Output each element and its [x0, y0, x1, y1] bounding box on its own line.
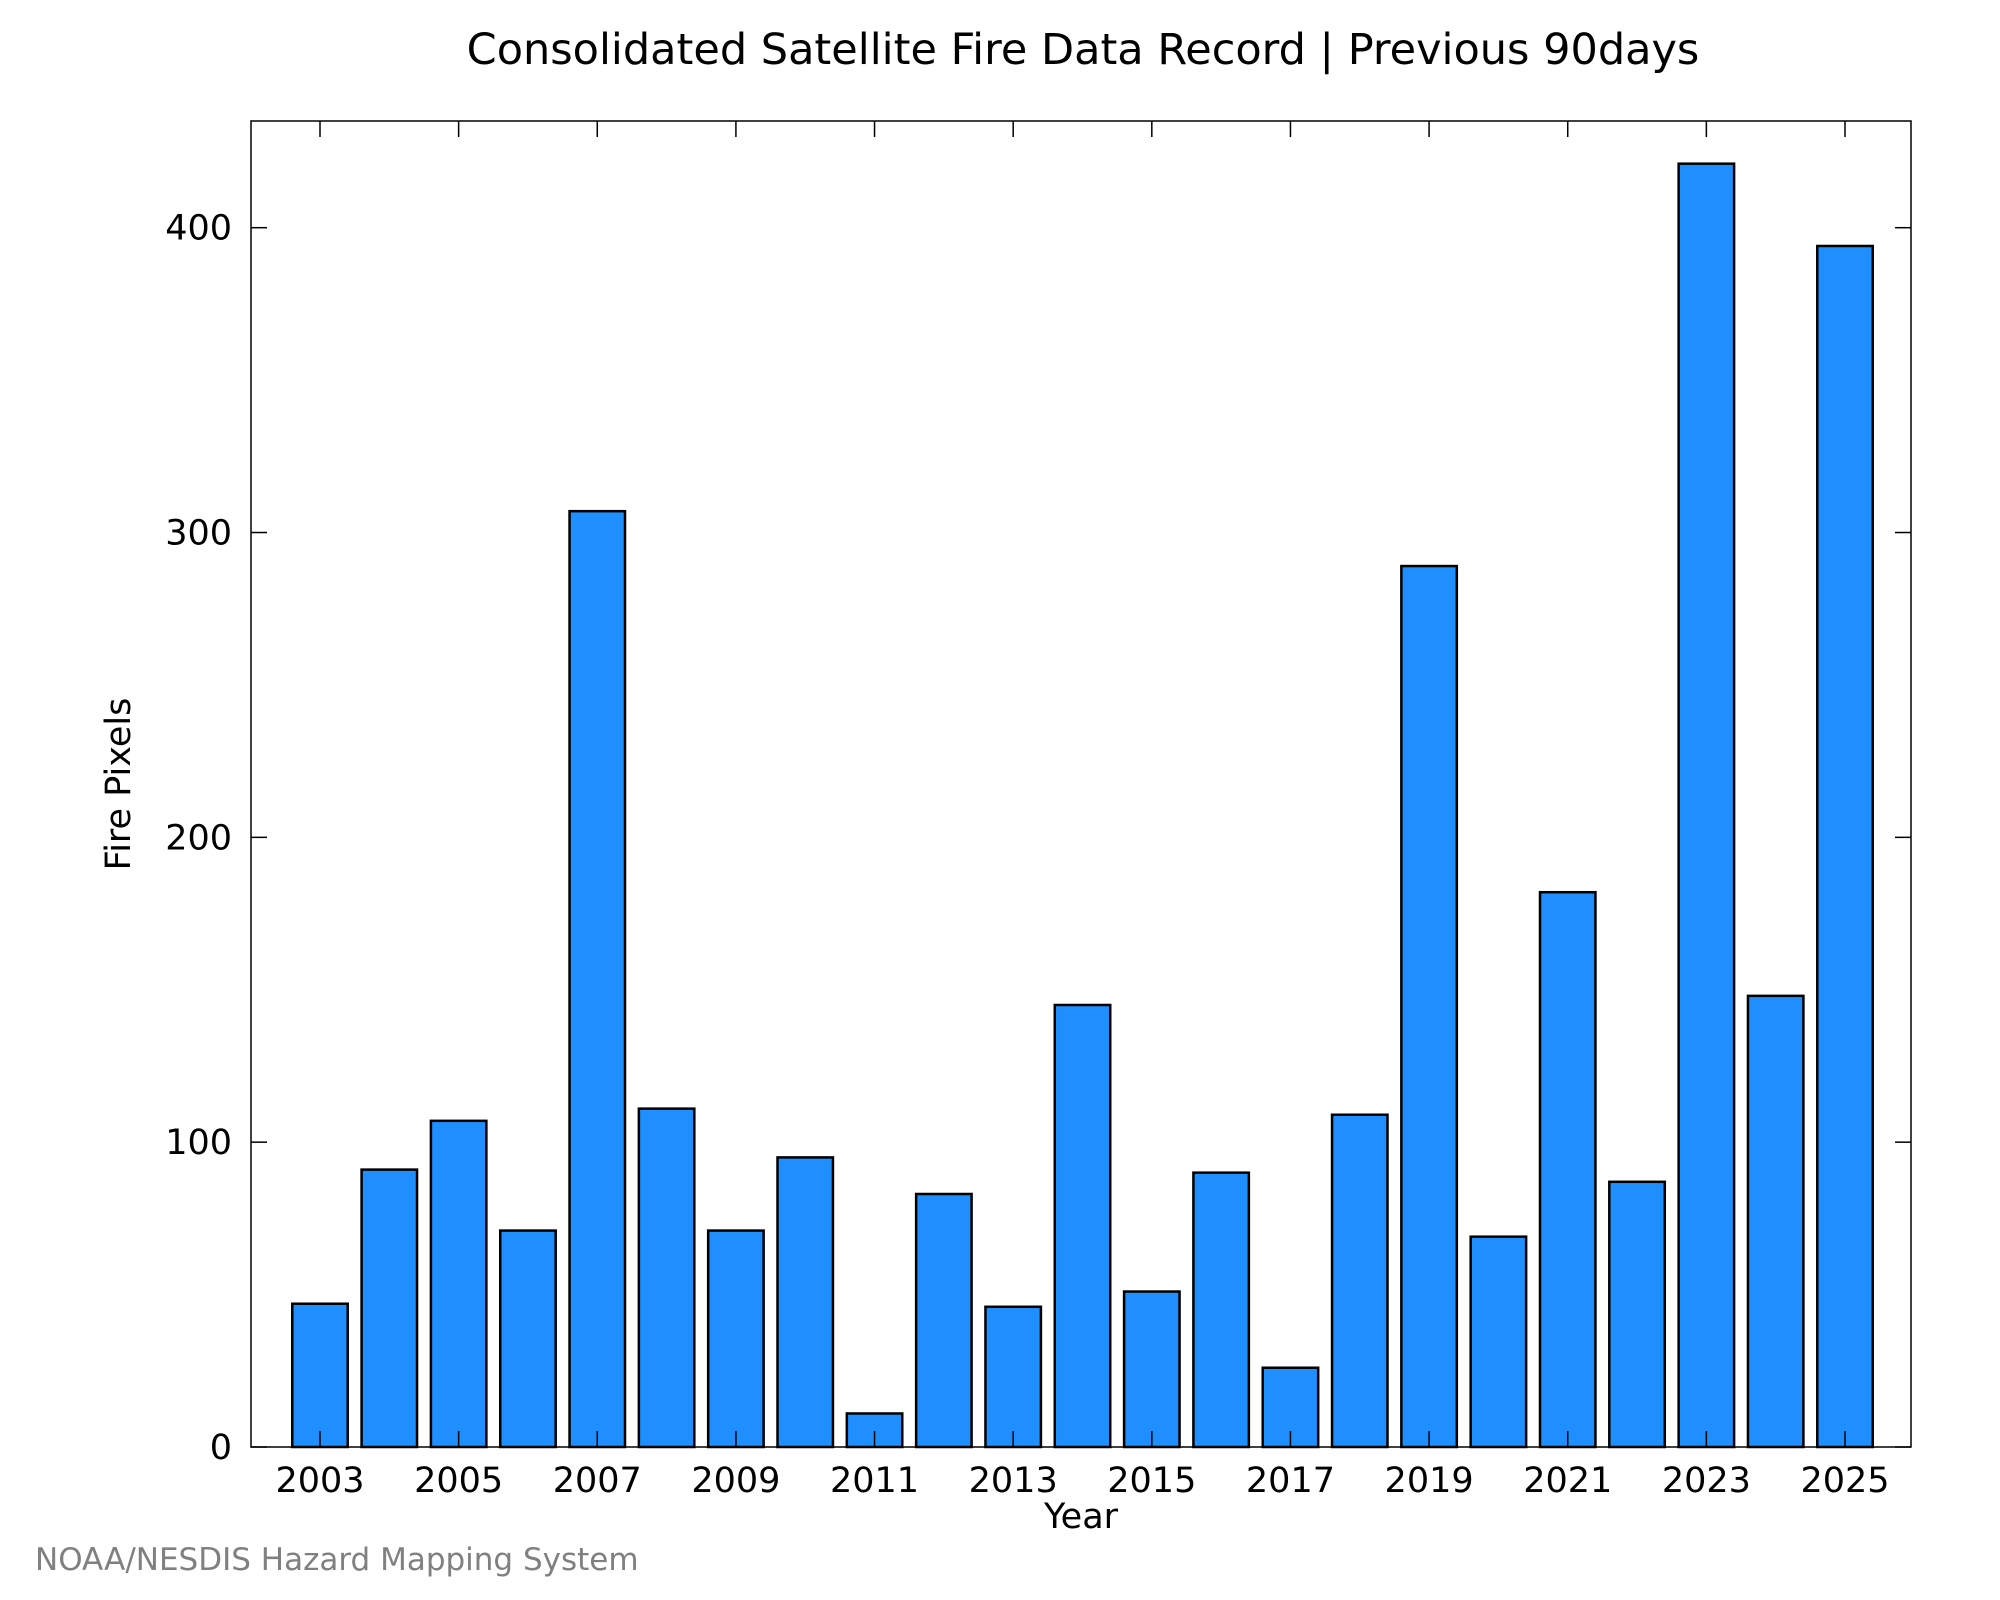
bar-2004	[360, 1168, 419, 1449]
x-tick-label-2003: 2003	[275, 1461, 364, 1501]
x-tick-label-2021: 2021	[1523, 1461, 1612, 1501]
bar-2010	[776, 1156, 835, 1449]
y-axis-label: Fire Pixels	[99, 698, 139, 871]
bar-2015	[1122, 1290, 1181, 1449]
x-axis-label: Year	[1043, 1497, 1119, 1537]
bar-2018	[1330, 1113, 1389, 1449]
bars-group	[291, 162, 1874, 1449]
x-tick-label-2009: 2009	[691, 1461, 780, 1501]
bar-2006	[498, 1229, 557, 1449]
x-tick-label-2005: 2005	[414, 1461, 503, 1501]
bar-2022	[1608, 1180, 1667, 1449]
y-tick-label-100: 100	[165, 1123, 232, 1163]
bar-2025	[1816, 244, 1874, 1449]
x-tick-label-2023: 2023	[1662, 1461, 1751, 1501]
y-tick-label-200: 200	[165, 818, 232, 858]
y-tick-label-300: 300	[165, 514, 232, 554]
x-tick-label-2007: 2007	[553, 1461, 642, 1501]
x-tick-label-2015: 2015	[1107, 1461, 1196, 1501]
chart-title: Consolidated Satellite Fire Data Record …	[467, 25, 1700, 75]
credit-text: NOAA/NESDIS Hazard Mapping System	[35, 1542, 639, 1578]
bar-2007	[568, 509, 627, 1449]
x-axis-ticks: 2003 2005 2007 2009 2011 2013 2015 2017 2019 2021…	[275, 121, 1890, 1501]
x-tick-label-2025: 2025	[1800, 1461, 1889, 1501]
bar-2003	[291, 1302, 349, 1449]
bar-2024	[1746, 994, 1805, 1449]
bar-2023	[1677, 162, 1736, 1449]
bar-2019	[1400, 564, 1459, 1449]
bar-2016	[1192, 1171, 1251, 1449]
bar-2014	[1053, 1003, 1112, 1449]
bar-2009	[706, 1229, 765, 1449]
bar-2008	[637, 1107, 696, 1449]
x-tick-label-2019: 2019	[1385, 1461, 1474, 1501]
x-tick-label-2017: 2017	[1246, 1461, 1335, 1501]
y-axis-ticks: 0 100 200 300 400	[165, 209, 1911, 1468]
y-tick-label-0: 0	[210, 1428, 232, 1468]
y-tick-label-400: 400	[165, 209, 232, 249]
bar-2005	[429, 1119, 488, 1449]
bar-2020	[1469, 1235, 1528, 1449]
bar-2021	[1538, 890, 1597, 1449]
x-tick-label-2011: 2011	[830, 1461, 919, 1501]
x-tick-label-2013: 2013	[969, 1461, 1058, 1501]
bar-2012	[914, 1192, 973, 1449]
bar-2013	[984, 1305, 1043, 1449]
